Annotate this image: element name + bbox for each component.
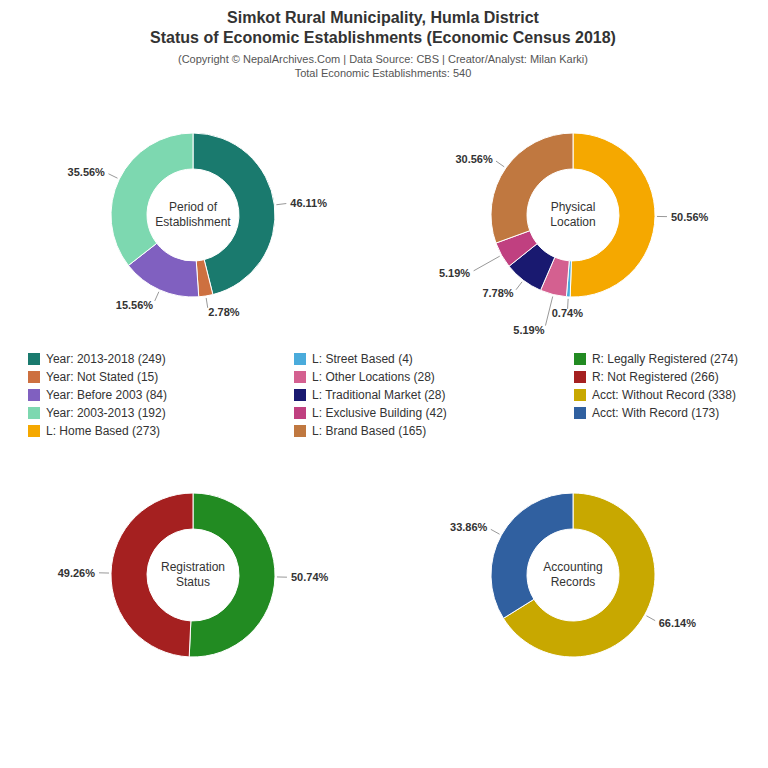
html-text:Year: 2003-2013 (192): Year: 2003-2013 (192) [46,406,166,420]
html-text:L: Traditional Market (28): L: Traditional Market (28) [312,388,446,402]
svg-text:46.11%: 46.11% [290,197,327,209]
html-text:Acct: Without Record (338): Acct: Without Record (338) [591,388,736,402]
html-text:Registration Status: Registration Status [161,560,225,589]
svg-text:5.19%: 5.19% [513,324,544,336]
html-text:Accounting Records: Accounting Records [543,560,603,589]
html-text:Year: 2013-2018 (249): Year: 2013-2018 (249) [46,352,166,366]
html-text:Year: Not Stated (15): Year: Not Stated (15) [46,370,159,384]
svg-text:35.56%: 35.56% [68,166,106,178]
svg-text:7.78%: 7.78% [482,287,513,299]
html-text:Simkot Rural Municipality, Hum: Simkot Rural Municipality, Humla Distric… [150,9,616,46]
html-text:Year: Before 2003 (84): Year: Before 2003 (84) [46,388,167,402]
svg-text:66.14%: 66.14% [659,617,697,629]
svg-text:2.78%: 2.78% [208,306,239,318]
html-text:Period of Establishment: Period of Establishment [155,200,231,229]
html-text:Acct: With Record (173): Acct: With Record (173) [591,406,720,420]
html-text:L: Other Locations (28): L: Other Locations (28) [312,370,435,384]
svg-text:49.26%: 49.26% [58,567,96,579]
svg-text:30.56%: 30.56% [455,153,493,165]
svg-text:0.74%: 0.74% [552,307,583,319]
svg-text:50.56%: 50.56% [671,211,709,223]
html-text:L: Brand Based (165): L: Brand Based (165) [312,424,427,438]
html-text:L: Street Based (4): L: Street Based (4) [312,352,413,366]
svg-text:50.74%: 50.74% [291,571,329,583]
html-text:L: Exclusive Building (42): L: Exclusive Building (42) [312,406,447,420]
html-text:(Copyright © NepalArchives.Com: (Copyright © NepalArchives.Com | Data So… [178,53,588,79]
svg-text:5.19%: 5.19% [439,267,470,279]
svg-text:33.86%: 33.86% [450,521,488,533]
html-text:R: Legally Registered (274): R: Legally Registered (274) [591,352,738,366]
svg-text:15.56%: 15.56% [116,299,154,311]
html-text:L: Home Based (273): L: Home Based (273) [46,424,161,438]
html-text:R: Not Registered (266): R: Not Registered (266) [591,370,719,384]
html-text:Physical Location: Physical Location [550,200,596,229]
